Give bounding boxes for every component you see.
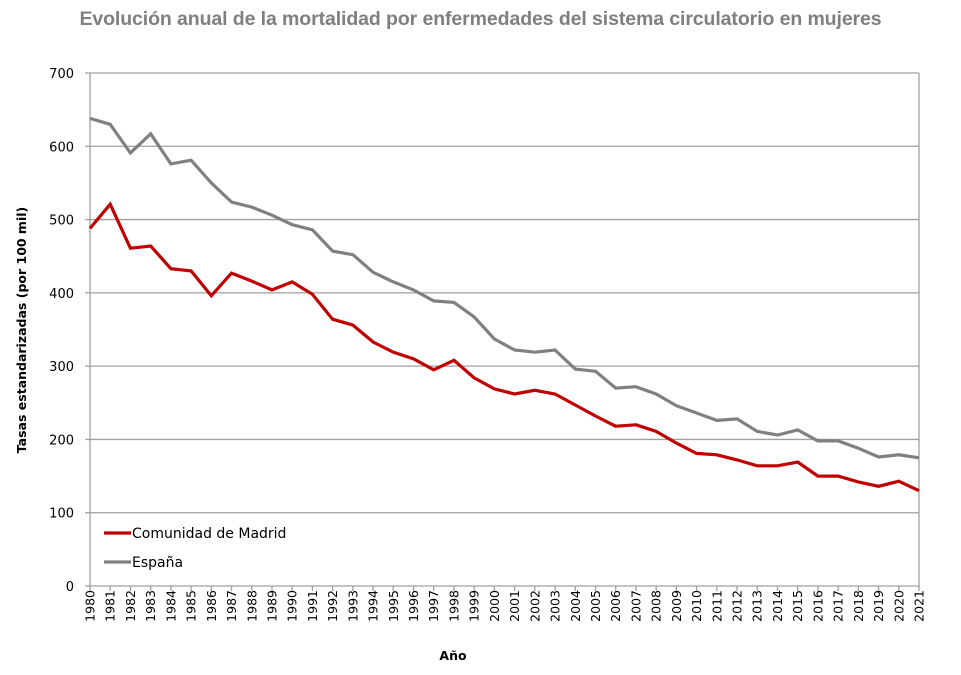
x-axis-title: Año [439,648,467,663]
series-madrid [88,201,920,493]
x-tick-label: 1997 [426,590,441,622]
x-tick-label: 1988 [244,590,259,622]
legend: Comunidad de Madrid España [104,526,286,571]
series-espana [89,116,920,460]
x-tick-label: 1996 [406,590,421,622]
x-tick-label: 2013 [750,590,765,622]
x-tick-label: 2011 [709,590,724,622]
x-tick-label: 2001 [507,590,522,622]
legend-label: Comunidad de Madrid [132,526,286,542]
x-tick-label: 1991 [305,590,320,622]
x-tick-label: 2015 [790,590,805,622]
gridlines [90,72,919,514]
x-tick-label: 1999 [467,590,482,622]
x-tick-label: 2014 [770,590,785,622]
x-tick-label: 1994 [366,590,381,622]
x-tick-label: 1993 [345,590,360,622]
x-tick-label: 1995 [386,590,401,622]
x-tick-labels: 1980 1981 1982 1983 1984 1985 1986 1987 1988 1989… [83,590,927,622]
x-tick-label: 2004 [568,590,583,622]
x-tick-label: 2017 [831,590,846,622]
series-line [89,116,920,460]
x-tick-label: 2007 [628,590,643,622]
x-tick-label: 2010 [689,590,704,622]
y-tick-label: 200 [49,433,74,448]
legend-label: España [132,555,183,571]
x-tick-label: 1992 [325,590,340,622]
x-tick-label: 2021 [912,590,927,622]
x-tick-label: 1985 [184,590,199,622]
y-tick-label: 100 [49,507,74,522]
y-tick-label: 300 [49,360,74,375]
x-tick-label: 1984 [163,590,178,622]
series-line [88,201,920,493]
x-tick-label: 2006 [608,590,623,622]
x-tick-label: 2019 [871,590,886,622]
x-tick-label: 2012 [730,590,745,622]
x-tick-label: 2005 [588,590,603,622]
x-tick-label: 1990 [285,590,300,622]
y-tick-labels: 0 100 200 300 400 500 600 700 [49,67,74,595]
x-tick-label: 2020 [891,590,906,622]
legend-item: Comunidad de Madrid [104,526,286,542]
x-tick-label: 1983 [143,590,158,622]
y-tick-label: 500 [49,214,74,229]
x-tick-label: 2008 [649,590,664,622]
axes [85,72,920,591]
y-tick-label: 0 [66,580,74,595]
y-axis-title: Tasas estandarizadas (por 100 mil) [14,207,29,453]
x-tick-label: 2009 [669,590,684,622]
legend-item: España [104,555,183,571]
x-tick-label: 2016 [810,590,825,622]
x-tick-label: 2002 [527,590,542,622]
x-tick-label: 1980 [83,590,98,622]
x-tick-label: 1989 [264,590,279,622]
x-tick-label: 1987 [224,590,239,622]
y-tick-label: 700 [49,67,74,82]
x-tick-label: 1986 [204,590,219,622]
x-tick-label: 1998 [446,590,461,622]
series-lines [88,116,920,493]
x-tick-label: 1982 [123,590,138,622]
chart-title: Evolución anual de la mortalidad por enf… [79,8,882,30]
y-tick-label: 400 [49,287,74,302]
x-tick-label: 1981 [103,590,118,622]
x-tick-label: 2003 [548,590,563,622]
y-tick-label: 600 [49,140,74,155]
x-tick-label: 2000 [487,590,502,622]
x-tick-label: 2018 [851,590,866,622]
